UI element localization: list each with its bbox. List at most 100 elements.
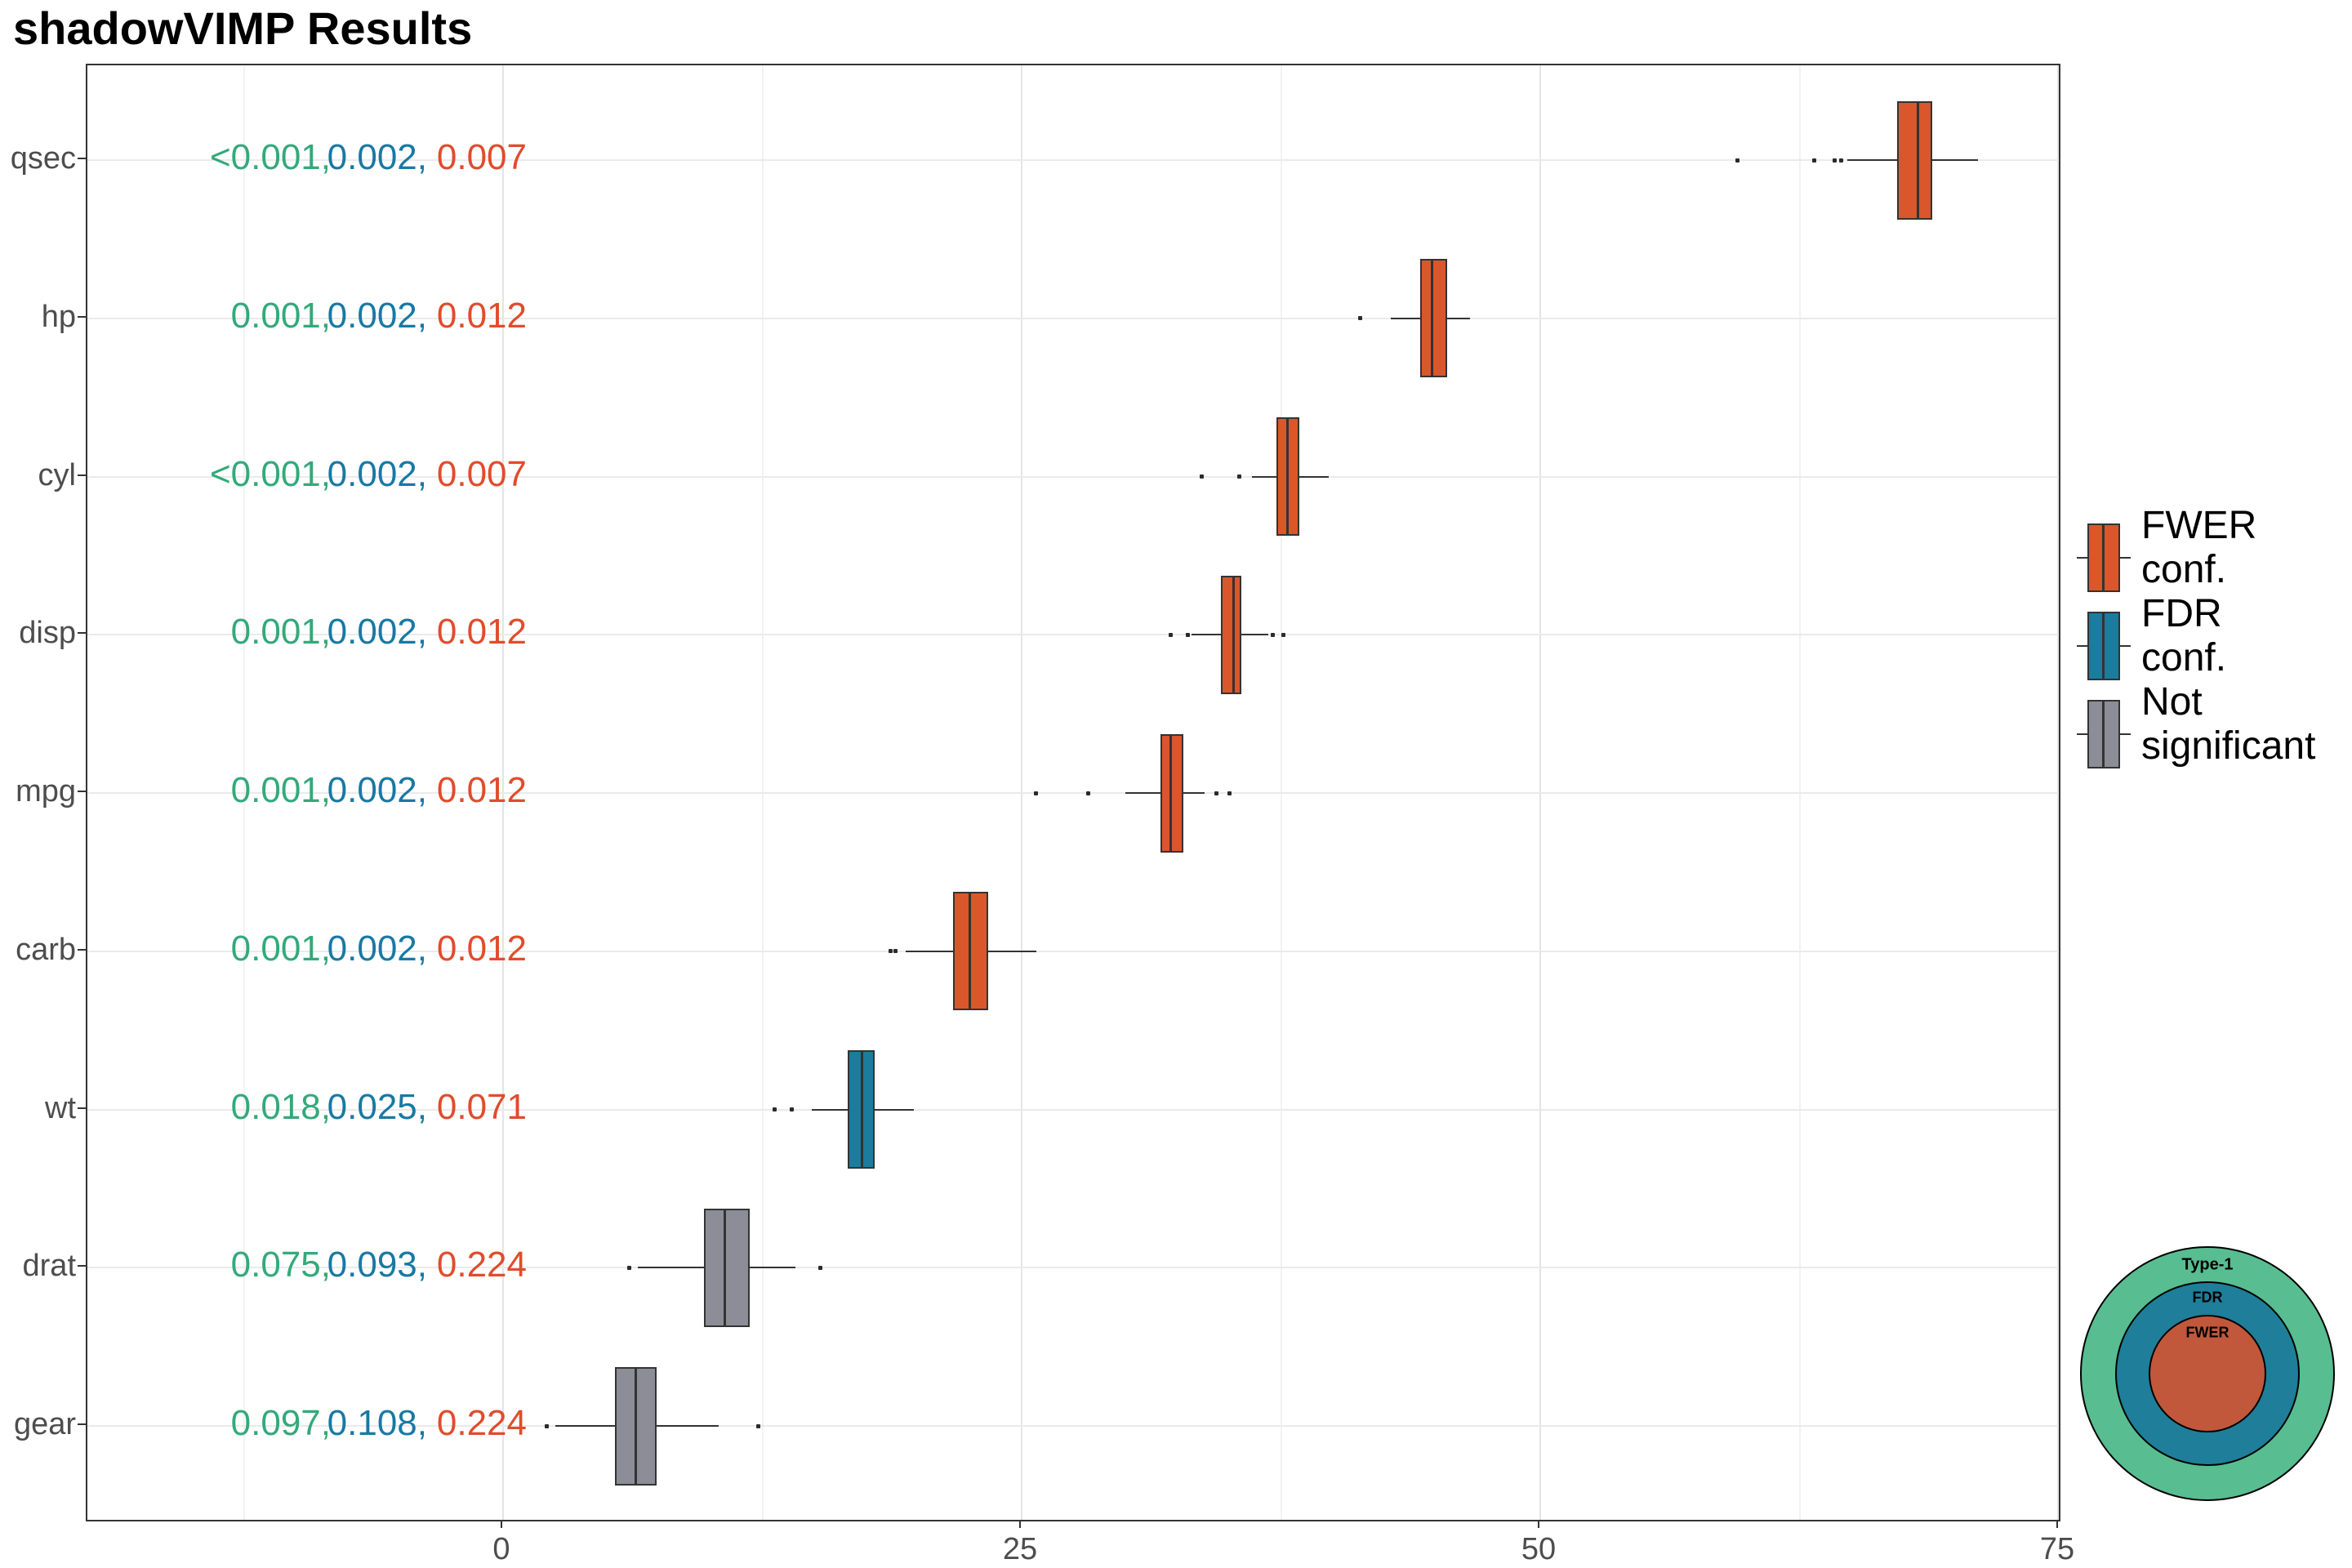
outlier-dot-carb-0 <box>889 949 893 954</box>
legend-key-whisker-right <box>2120 645 2131 647</box>
outlier-dot-drat-1 <box>818 1265 823 1270</box>
median-wt <box>860 1050 863 1169</box>
legend-key-boxplot-icon <box>2077 523 2131 592</box>
legend-key-whisker-left <box>2077 645 2087 647</box>
annotation-disp-p_fwer: 0.012 <box>436 612 527 653</box>
y-axis-tick-mpg <box>78 791 86 792</box>
annotation-qsec-p_type1: <0.001, <box>209 137 331 177</box>
outlier-dot-cyl-0 <box>1200 474 1205 479</box>
median-disp <box>1232 575 1235 694</box>
annotation-carb-p_type1: 0.001, <box>230 928 331 969</box>
outlier-dot-disp-0 <box>1169 632 1174 637</box>
legend-key-whisker-left <box>2077 557 2087 559</box>
y-axis-tick-qsec <box>78 158 86 159</box>
outlier-dot-qsec-2 <box>1833 158 1838 163</box>
y-axis-tick-drat <box>78 1265 86 1267</box>
legend-entry-not-significant: Not significant <box>2077 680 2346 778</box>
annotation-hp-p_fdr: 0.002, <box>327 295 427 336</box>
legend-entry-fwer-conf.: FWER conf. <box>2077 504 2346 602</box>
y-axis-label-wt: wt <box>45 1090 76 1125</box>
gridline-row-gear <box>87 1425 2059 1427</box>
outlier-dot-gear-1 <box>755 1423 760 1428</box>
x-axis-label-25: 25 <box>1002 1532 1038 1566</box>
annotation-mpg-p_type1: 0.001, <box>230 770 331 810</box>
gridline-row-hp <box>87 317 2059 319</box>
outlier-dot-mpg-0 <box>1034 791 1039 795</box>
outlier-dot-wt-0 <box>773 1107 777 1111</box>
y-axis-label-cyl: cyl <box>38 457 76 492</box>
annotation-drat-p_fdr: 0.093, <box>327 1245 427 1285</box>
gridline-row-carb <box>87 950 2059 952</box>
legend-key-median <box>2102 700 2105 768</box>
y-axis-label-gear: gear <box>13 1407 76 1441</box>
legend-key-boxplot-icon <box>2077 612 2131 680</box>
annotation-cyl-p_fdr: 0.002, <box>327 453 427 494</box>
gridline-row-qsec <box>87 159 2059 161</box>
y-axis-label-qsec: qsec <box>10 141 76 176</box>
annotation-gear-p_type1: 0.097, <box>230 1403 331 1443</box>
type1-circle-label: Type-1 <box>2181 1255 2234 1274</box>
median-qsec <box>1916 100 1919 220</box>
outlier-dot-carb-1 <box>893 949 898 954</box>
x-axis-label-50: 50 <box>1521 1532 1557 1566</box>
fwer-circle-label: FWER <box>2185 1324 2230 1341</box>
fwer-circle <box>2149 1315 2266 1432</box>
annotation-cyl-p_fwer: 0.007 <box>436 453 527 494</box>
outlier-dot-mpg-1 <box>1085 791 1090 795</box>
annotation-drat-p_fwer: 0.224 <box>436 1245 527 1285</box>
x-axis-tick-75 <box>2056 1520 2058 1528</box>
outlier-dot-mpg-3 <box>1227 791 1232 795</box>
outlier-dot-disp-3 <box>1281 632 1285 637</box>
plot-panel <box>86 64 2060 1521</box>
y-axis-label-hp: hp <box>41 299 76 334</box>
median-mpg <box>1169 733 1173 853</box>
gridline-row-wt <box>87 1108 2059 1111</box>
gridline-row-disp <box>87 634 2059 636</box>
box-qsec <box>1896 100 1933 220</box>
legend-key-median <box>2102 612 2105 680</box>
y-axis-tick-disp <box>78 632 86 635</box>
y-axis-tick-hp <box>78 315 86 318</box>
median-gear <box>635 1366 638 1486</box>
annotation-wt-p_fdr: 0.025, <box>327 1086 427 1127</box>
annotation-carb-p_fdr: 0.002, <box>327 928 427 969</box>
outlier-dot-disp-1 <box>1185 632 1190 637</box>
box-drat <box>704 1208 751 1327</box>
annotation-mpg-p_fwer: 0.012 <box>436 770 527 810</box>
annotation-cyl-p_type1: <0.001, <box>209 453 331 494</box>
x-axis-label-0: 0 <box>492 1532 510 1566</box>
annotation-wt-p_type1: 0.018, <box>230 1086 331 1127</box>
y-axis-label-carb: carb <box>16 932 76 967</box>
median-cyl <box>1285 417 1289 536</box>
annotation-hp-p_fwer: 0.012 <box>436 295 527 336</box>
gridline-row-drat <box>87 1267 2059 1269</box>
y-axis-tick-cyl <box>78 474 86 476</box>
legend-label: FDR conf. <box>2141 592 2227 679</box>
gridline-row-cyl <box>87 475 2059 478</box>
y-axis-label-disp: disp <box>19 616 76 651</box>
y-axis-tick-wt <box>78 1107 86 1109</box>
annotation-carb-p_fwer: 0.012 <box>436 928 527 969</box>
median-carb <box>969 892 971 1011</box>
outlier-dot-qsec-0 <box>1735 158 1740 163</box>
fdr-circle-label: FDR <box>2192 1289 2223 1306</box>
y-axis-tick-gear <box>78 1423 86 1425</box>
annotation-wt-p_fwer: 0.071 <box>436 1086 527 1127</box>
x-axis-tick-25 <box>1019 1520 1021 1528</box>
x-axis-tick-50 <box>1538 1520 1539 1528</box>
x-axis-label-75: 75 <box>2039 1532 2075 1566</box>
outlier-dot-qsec-3 <box>1838 158 1843 163</box>
outlier-dot-cyl-1 <box>1237 474 1242 479</box>
annotation-hp-p_type1: 0.001, <box>230 295 331 336</box>
legend-label: FWER conf. <box>2141 504 2257 591</box>
fdr-circle <box>2115 1281 2300 1466</box>
legend-key-whisker-right <box>2120 557 2131 559</box>
y-axis-label-mpg: mpg <box>16 774 76 808</box>
outlier-dot-qsec-1 <box>1811 158 1816 163</box>
outlier-dot-disp-2 <box>1270 632 1275 637</box>
annotation-drat-p_type1: 0.075, <box>230 1245 331 1285</box>
outlier-dot-wt-1 <box>789 1107 794 1111</box>
legend-key-median <box>2102 523 2105 592</box>
y-axis-tick-carb <box>78 948 86 951</box>
